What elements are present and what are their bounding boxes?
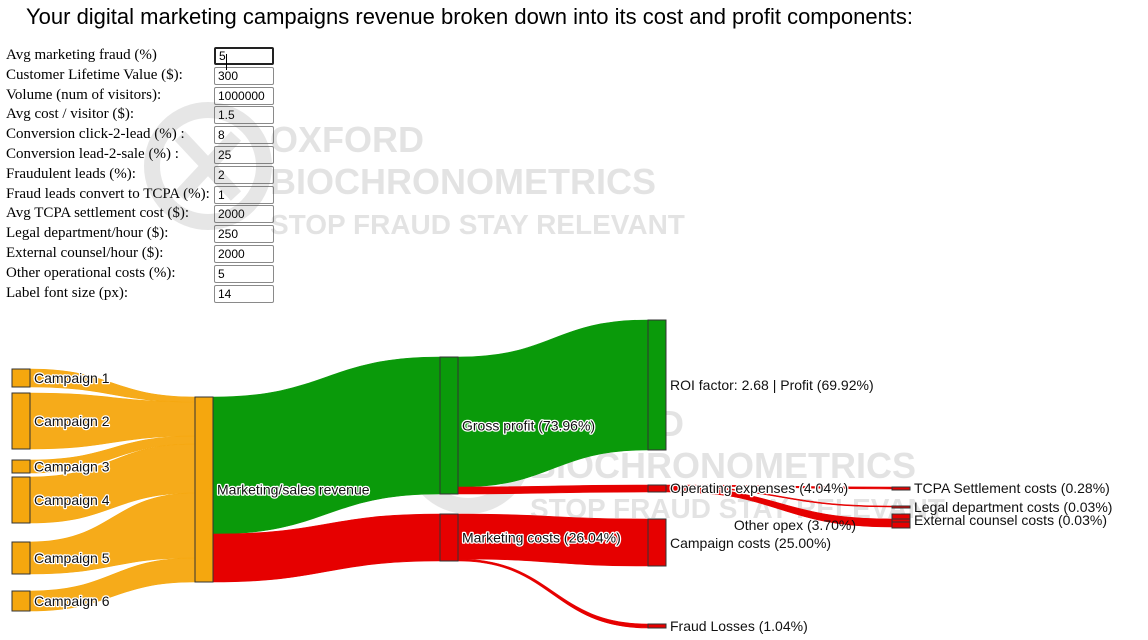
sankey-link-gp-opex[interactable] [457, 484, 649, 495]
other-operational-costs-label: Other operational costs (%): [6, 264, 176, 281]
fraudulent-leads-label: Fraudulent leads (%): [6, 165, 136, 182]
avg-marketing-fraud-input[interactable] [214, 47, 274, 65]
conversion-click-2-lead-input[interactable] [214, 126, 274, 145]
sankey-node-camp[interactable] [647, 518, 667, 567]
sankey-label-ext: External counsel costs (0.03%) [914, 512, 1107, 528]
avg-tcpa-settlement-label: Avg TCPA settlement cost ($): [6, 205, 190, 222]
sankey-node-tcpa[interactable] [891, 486, 911, 491]
other-operational-costs-input[interactable] [214, 264, 274, 283]
sankey-link-mc-fraud[interactable] [457, 558, 649, 629]
sankey-link-rev-gp[interactable] [212, 356, 441, 535]
sankey-node-gp[interactable] [439, 356, 459, 495]
label-font-size-input[interactable] [214, 284, 274, 303]
conversion-click-2-lead-label: Conversion click-2-lead (%) : [6, 126, 185, 143]
volume-label: Volume (num of visitors): [6, 86, 162, 103]
sankey-label-c2: Campaign 2 [34, 413, 110, 429]
sankey-node-c5[interactable] [11, 541, 31, 575]
sankey-label-camp: Campaign costs (25.00%) [670, 535, 831, 551]
customer-lifetime-value-input[interactable] [214, 66, 274, 85]
sankey-label-c4: Campaign 4 [34, 492, 110, 508]
customer-lifetime-value-label: Customer Lifetime Value ($): [6, 66, 183, 83]
external-counsel-hour-label: External counsel/hour ($): [6, 244, 164, 261]
label-font-size-label: Label font size (px): [6, 284, 129, 301]
sankey-node-rev[interactable] [194, 396, 214, 583]
sankey-node-c6[interactable] [11, 590, 31, 612]
legal-department-hour-label: Legal department/hour ($): [6, 225, 169, 242]
avg-cost-per-visitor-label: Avg cost / visitor ($): [6, 106, 135, 123]
sankey-node-c2[interactable] [11, 392, 31, 450]
sankey-links [29, 319, 893, 629]
sankey-label-c3: Campaign 3 [34, 459, 110, 475]
sankey-node-opex[interactable] [647, 484, 667, 493]
sankey-node-roi[interactable] [647, 319, 667, 451]
sankey-node-c3[interactable] [11, 459, 31, 474]
sankey-label-fraud: Fraud Losses (1.04%) [670, 618, 808, 634]
sankey-label-mc: Marketing costs (26.04%) [462, 530, 621, 546]
sankey-node-mc[interactable] [439, 513, 459, 562]
legal-department-hour-input[interactable] [214, 225, 274, 244]
volume-input[interactable] [214, 86, 274, 105]
external-counsel-hour-input[interactable] [214, 244, 274, 263]
sankey-node-c1[interactable] [11, 368, 31, 388]
fraud-leads-tcpa-label: Fraud leads convert to TCPA (%): [6, 185, 210, 202]
sankey-label-c6: Campaign 6 [34, 593, 110, 609]
sankey-node-legal[interactable] [891, 505, 911, 509]
fraud-leads-tcpa-input[interactable] [214, 185, 274, 204]
sankey-nodes: Campaign 1 Campaign 2 Campaign 3 Campaign 4… [11, 319, 1112, 634]
conversion-lead-2-sale-label: Conversion lead-2-sale (%) : [6, 145, 179, 162]
fraudulent-leads-input[interactable] [214, 165, 274, 184]
sankey-label-other: Other opex (3.70%) [734, 517, 856, 533]
sankey-label-c5: Campaign 5 [34, 550, 110, 566]
sankey-node-fraud[interactable] [647, 623, 667, 629]
sankey-label-gp: Gross profit (73.96%) [462, 418, 595, 434]
page-title: Your digital marketing campaigns revenue… [26, 4, 914, 29]
sankey-label-tcpa: TCPA Settlement costs (0.28%) [914, 480, 1110, 496]
avg-marketing-fraud-label: Avg marketing fraud (%) [6, 47, 157, 63]
sankey-node-ext[interactable] [891, 518, 911, 523]
sankey-label-rev: Marketing/sales revenue [217, 482, 370, 498]
avg-cost-per-visitor-input[interactable] [214, 106, 274, 125]
sankey-label-c1: Campaign 1 [34, 370, 110, 386]
sankey-label-opex: Operating expenses (4.04%) [670, 480, 848, 496]
sankey-link-gp-roi[interactable] [457, 319, 649, 488]
avg-tcpa-settlement-input[interactable] [214, 205, 274, 224]
sankey-label-roi: ROI factor: 2.68 | Profit (69.92%) [670, 377, 874, 393]
sankey-node-c4[interactable] [11, 476, 31, 524]
conversion-lead-2-sale-input[interactable] [214, 145, 274, 164]
sankey-label-legal: Legal department costs (0.03%) [914, 499, 1112, 515]
